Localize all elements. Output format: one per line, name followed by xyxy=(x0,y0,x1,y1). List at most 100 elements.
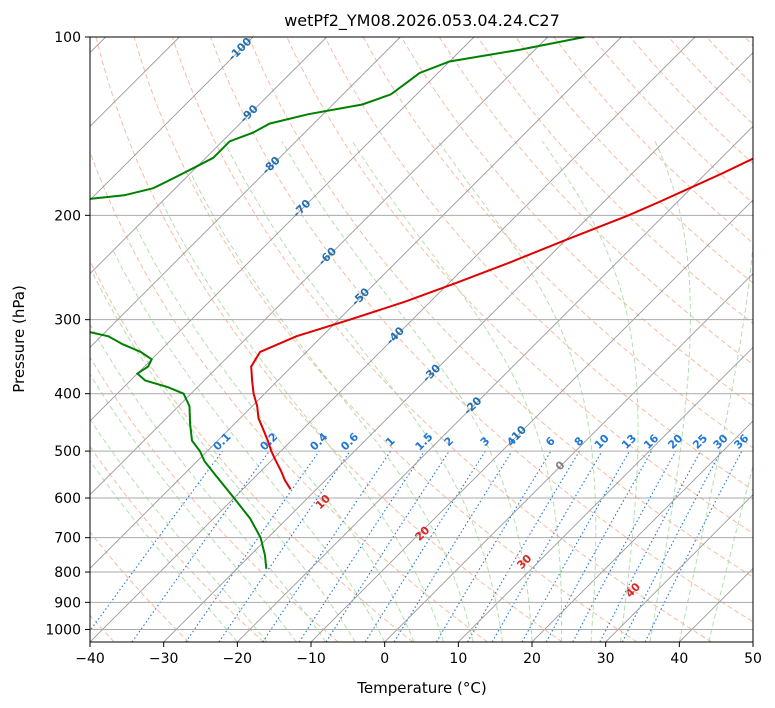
isotherms xyxy=(90,37,753,642)
dry-adiabat xyxy=(90,259,414,642)
isotherm xyxy=(90,37,696,642)
y-tick-label: 200 xyxy=(54,208,81,224)
mixing-ratio-label: 2 xyxy=(442,434,457,449)
y-tick-label: 800 xyxy=(54,565,81,581)
isotherm xyxy=(384,273,753,642)
moist-adiabats xyxy=(90,141,753,642)
moist-adiabat xyxy=(135,227,415,642)
plot-frame xyxy=(89,36,754,643)
isotherm-label: -80 xyxy=(260,154,283,177)
mixing-ratio-line xyxy=(521,450,630,642)
x-tick-label: −40 xyxy=(75,651,105,667)
x-tick-label: 10 xyxy=(449,651,467,667)
mixing-ratio-lines xyxy=(90,450,743,642)
moist-adiabat xyxy=(437,141,597,642)
x-tick-label: 50 xyxy=(744,651,762,667)
isotherm xyxy=(90,37,254,201)
isotherm-label: -100 xyxy=(226,35,255,64)
isotherm xyxy=(90,37,548,496)
isotherm-label: -20 xyxy=(461,394,484,417)
mixing-ratio-label: 0.1 xyxy=(211,430,234,453)
mixing-ratio-label: 25 xyxy=(690,432,710,452)
mixing-ratio-line xyxy=(621,450,722,642)
mixing-ratio-label: 0.2 xyxy=(257,430,280,453)
isotherm-label: -50 xyxy=(349,285,372,308)
mixing-ratio-label: 6 xyxy=(543,434,558,449)
mixing-ratio-line xyxy=(599,450,701,642)
dry-adiabat xyxy=(668,37,753,125)
x-tick-label: 20 xyxy=(523,651,541,667)
y-tick-label: 500 xyxy=(54,444,81,460)
moist-adiabat xyxy=(708,464,753,642)
x-tick-label: −20 xyxy=(223,651,253,667)
y-tick-label: 700 xyxy=(54,531,81,547)
dry-adiabat-label: 40 xyxy=(623,580,643,600)
moist-adiabat xyxy=(281,141,533,642)
moist-adiabat xyxy=(649,141,691,642)
dry-adiabat xyxy=(591,37,753,204)
y-tick-label: 900 xyxy=(54,595,81,611)
isotherm xyxy=(458,346,753,642)
x-axis: −40 −30 −20 −10 0 10 20 30 40 50 xyxy=(75,642,762,667)
x-axis-label: Temperature (°C) xyxy=(356,679,486,697)
y-tick-label: 400 xyxy=(54,387,81,403)
dry-adiabat xyxy=(210,37,753,623)
dry-adiabat xyxy=(90,356,339,642)
isotherm xyxy=(90,37,401,348)
mixing-ratio-label: 0.6 xyxy=(338,430,361,453)
mixing-ratio-line xyxy=(435,450,552,642)
x-tick-label: −30 xyxy=(149,651,179,667)
dry-adiabat xyxy=(133,37,638,642)
moist-adiabat xyxy=(92,272,356,642)
y-tick-label: 100 xyxy=(54,30,81,46)
dry-adiabat xyxy=(438,37,753,366)
x-tick-label: −10 xyxy=(296,651,326,667)
dry-adiabat xyxy=(744,37,753,47)
temperature-line xyxy=(250,157,753,490)
mixing-ratio-line xyxy=(298,450,425,642)
moist-adiabat xyxy=(90,418,268,642)
dry-adiabats xyxy=(90,37,753,642)
mixing-ratio-line xyxy=(131,450,270,642)
mixing-ratio-label: 10 xyxy=(592,431,612,451)
dry-adiabat xyxy=(90,445,264,642)
mixing-ratio-line xyxy=(185,450,320,642)
mixing-ratio-label: 16 xyxy=(641,431,661,451)
isotherm xyxy=(90,37,475,422)
mixing-ratio-label: 30 xyxy=(711,431,731,451)
isotherm xyxy=(531,420,753,642)
chart-title: wetPf2_YM08.2026.053.04.24.C27 xyxy=(284,11,560,31)
isotherm xyxy=(237,125,753,642)
dry-adiabat xyxy=(324,37,753,491)
isotherm xyxy=(752,641,753,642)
dry-adiabat xyxy=(171,37,712,642)
moist-adiabat xyxy=(161,201,445,642)
mixing-ratio-line xyxy=(325,450,450,642)
y-tick-label: 600 xyxy=(54,491,81,507)
x-tick-label: 40 xyxy=(670,651,688,667)
dry-adiabat xyxy=(515,37,753,284)
mixing-ratio-line xyxy=(393,450,513,642)
mixing-ratio-line xyxy=(467,450,580,642)
dry-adiabat xyxy=(90,531,190,642)
y-axis: 100 200 300 400 500 600 700 800 900 1000 xyxy=(45,30,90,638)
mixing-ratio-label: 1.5 xyxy=(413,430,436,453)
dry-adiabat xyxy=(95,37,563,642)
background-lines xyxy=(90,37,753,642)
isotherm-label: -40 xyxy=(384,324,407,347)
x-tick-label: 30 xyxy=(597,651,615,667)
mixing-ratio-line xyxy=(90,450,223,632)
y-axis-label: Pressure (hPa) xyxy=(10,285,28,393)
mixing-ratio-line xyxy=(262,450,392,642)
dry-adiabat xyxy=(553,37,753,244)
mixing-ratio-label: 1 xyxy=(383,434,398,449)
mixing-ratio-label: 0.4 xyxy=(307,430,330,453)
mixing-ratio-label: 8 xyxy=(572,434,587,449)
isotherm xyxy=(90,37,327,275)
dewpoint-line xyxy=(90,37,585,569)
moist-adiabat xyxy=(190,173,474,642)
moist-adiabat xyxy=(90,323,327,642)
moist-adiabat xyxy=(113,251,386,642)
mixing-ratio-line xyxy=(218,450,351,642)
mixing-ratio-label: 13 xyxy=(619,432,639,452)
